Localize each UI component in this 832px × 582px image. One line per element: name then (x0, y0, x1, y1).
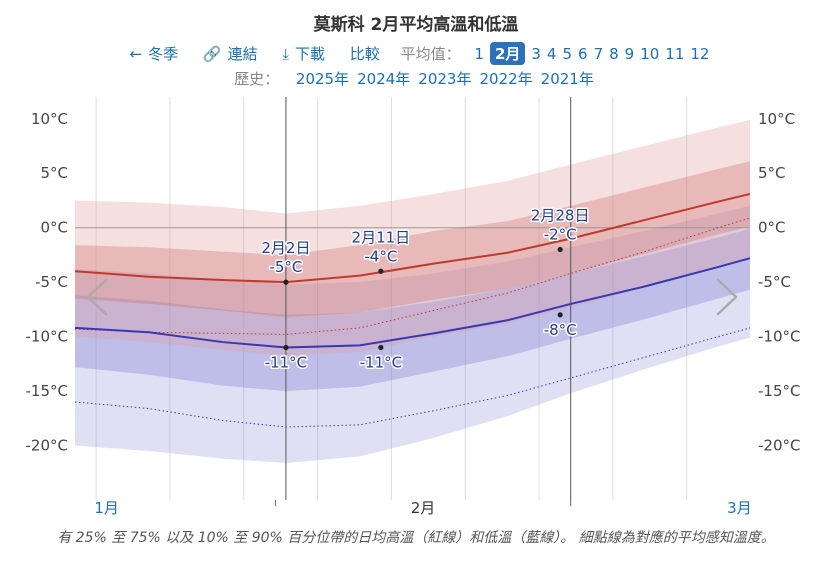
download-button[interactable]: ⤓ 下載 (282, 43, 325, 64)
annotation-high-label: -4°C (364, 247, 397, 265)
history-bar: 歷史： 2025年 2024年 2023年 2022年 2021年 (0, 68, 832, 89)
month-8[interactable]: 8 (609, 44, 619, 63)
download-label: 下載 (295, 45, 326, 63)
back-button[interactable]: ← 冬季 (130, 43, 179, 64)
annotation-low-dot (378, 344, 384, 351)
annotation-high-dot (557, 246, 563, 253)
history-year-0[interactable]: 2025年 (295, 70, 350, 88)
high-mean-line (74, 192, 751, 284)
annotation-date: 2月2日 (261, 239, 310, 257)
history-year-1[interactable]: 2024年 (357, 70, 411, 88)
month-1[interactable]: 1 (474, 44, 484, 63)
y-tick-label-left: -15°C (26, 382, 68, 400)
high-feels-like-line (74, 217, 751, 335)
annotation-low-label: -11°C (265, 354, 307, 372)
low-mean-line (74, 257, 751, 349)
y-tick-label-left: -20°C (26, 437, 68, 455)
high-band-10-90 (75, 119, 750, 357)
y-tick-label-right: 10°C (758, 110, 795, 128)
month-4[interactable]: 4 (546, 44, 557, 63)
annotation-date: 2月11日 (352, 228, 411, 246)
month-3[interactable]: 3 (531, 44, 541, 63)
y-tick-label-right: -10°C (758, 328, 800, 346)
annotation-high-label: -5°C (269, 258, 302, 276)
annotation-low-label: -11°C (360, 354, 402, 372)
annotation-date: 2月28日 (531, 206, 590, 224)
y-tick-label-left: 0°C (40, 219, 68, 237)
month-10[interactable]: 10 (640, 44, 660, 63)
history-year-3[interactable]: 2022年 (479, 70, 533, 88)
y-tick-label-left: 5°C (40, 164, 68, 182)
y-tick-label-left: 10°C (31, 110, 68, 128)
history-year-2[interactable]: 2023年 (418, 70, 472, 88)
month-9[interactable]: 9 (624, 44, 635, 63)
temperature-chart: 10°C 10°C 5°C 5°C 0°C 0°C -5°C -5°C -10°C -10°C -1… (26, 97, 800, 517)
compare-button[interactable]: 比較 (349, 45, 380, 63)
month-2[interactable]: 2月 (489, 42, 526, 65)
y-tick-label-left: -10°C (26, 328, 68, 346)
y-tick-label-right: 0°C (758, 219, 786, 237)
y-tick-label-right: -15°C (758, 382, 800, 400)
link-button[interactable]: 🔗 連結 (203, 43, 258, 64)
y-tick-label-right: -5°C (758, 273, 791, 291)
month-12[interactable]: 12 (690, 44, 710, 63)
link-label: 連結 (227, 45, 258, 63)
y-tick-label-left: -5°C (35, 273, 68, 291)
y-tick-label-right: -20°C (758, 437, 800, 455)
annotation-low-label: -8°C (544, 321, 577, 339)
link-icon: 🔗 (202, 44, 222, 63)
page-title: 莫斯科 2月平均高溫和低溫 (313, 15, 519, 35)
annotation-high-dot (283, 279, 289, 285)
nav-bar: ← 冬季 🔗 連結 ⤓ 下載 比較 平均值： 1 2月 3 4 5 6 7 8 9 10 11 12 (0, 42, 832, 65)
x-month-label: 2月 (411, 499, 436, 517)
annotation-low-dot (557, 312, 563, 318)
month-7[interactable]: 7 (593, 44, 604, 63)
month-5[interactable]: 5 (562, 44, 573, 63)
chevron-right-icon[interactable] (716, 278, 738, 316)
low-band-10-90 (75, 205, 750, 463)
year-selector: 2025年 2024年 2023年 2022年 2021年 (292, 68, 598, 89)
y-tick-label-right: 5°C (758, 164, 786, 182)
low-feels-like-line (74, 327, 751, 428)
high-band-25-75 (75, 161, 750, 318)
month-selector: 1 2月 3 4 5 6 7 8 9 10 11 12 (471, 42, 712, 65)
history-year-4[interactable]: 2021年 (540, 70, 594, 88)
download-icon: ⤓ (282, 44, 289, 63)
low-band-25-75 (75, 228, 750, 392)
back-label: 冬季 (148, 45, 179, 63)
x-month-label: 1月 (94, 499, 119, 517)
chart-footnote: 有 25% 至 75% 以及 10% 至 90% 百分位帶的日均高溫（紅線）和低… (57, 530, 775, 546)
chevron-left-icon[interactable] (86, 278, 108, 316)
annotation-low-dot (283, 344, 289, 351)
annotation-high-dot (378, 268, 384, 274)
x-month-label: 3月 (727, 499, 752, 517)
arrow-left-icon: ← (129, 44, 143, 63)
month-11[interactable]: 11 (665, 44, 685, 63)
history-label: 歷史： (234, 70, 280, 88)
average-label: 平均值： (400, 45, 461, 63)
month-6[interactable]: 6 (578, 44, 588, 63)
annotation-high-label: -2°C (544, 225, 577, 243)
